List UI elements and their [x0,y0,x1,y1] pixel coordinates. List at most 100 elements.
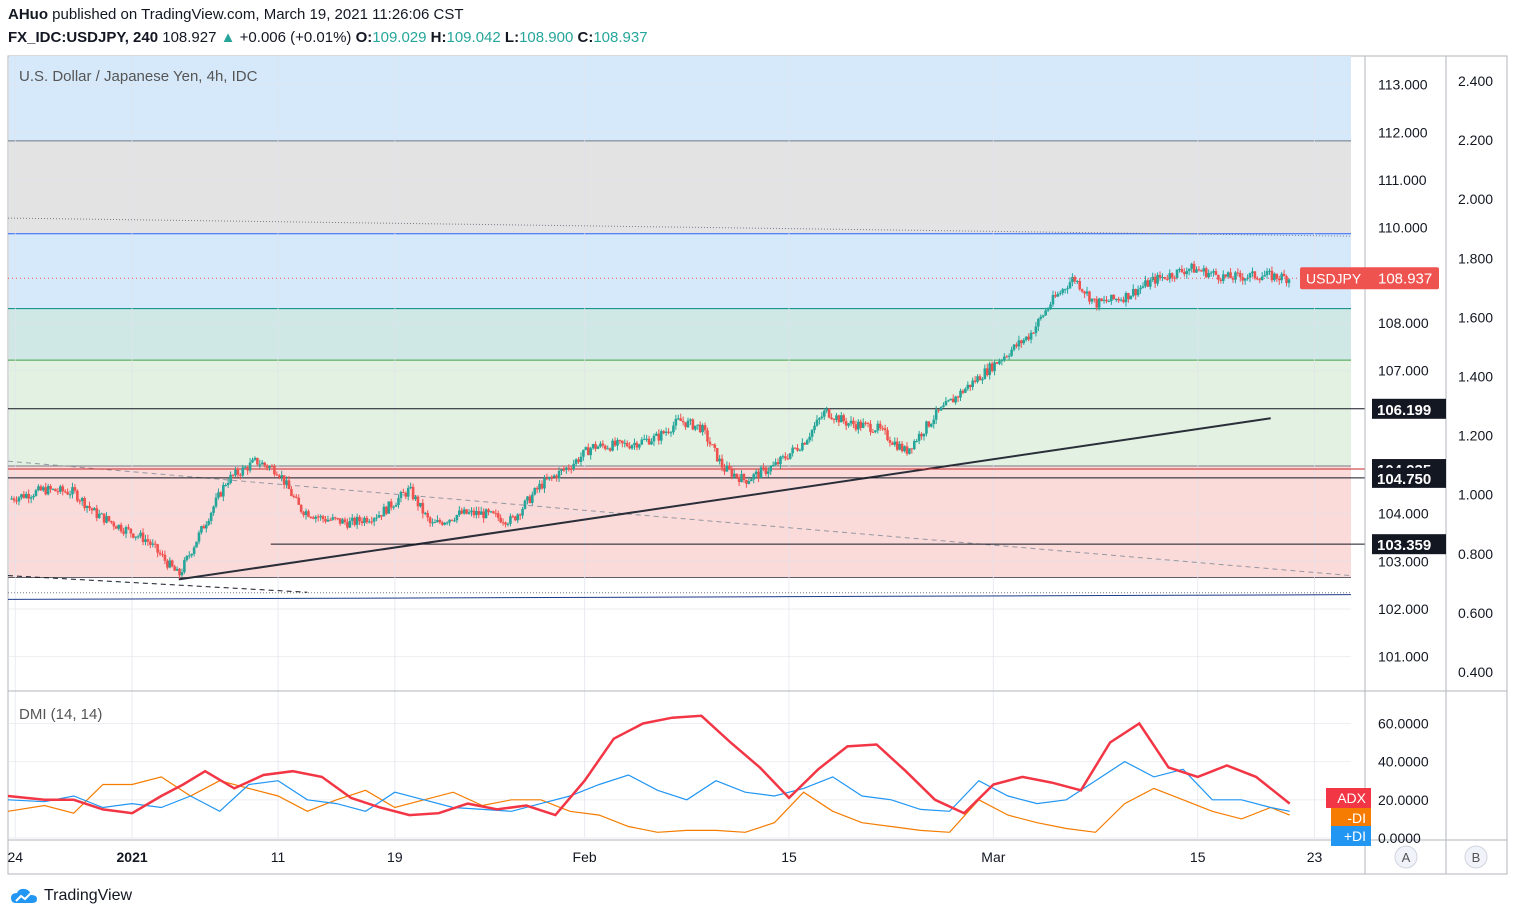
candle-body [90,508,94,511]
symbol-label[interactable]: FX_IDC:USDJPY, 240 [8,29,159,46]
candle-body [1148,280,1152,287]
symbol-info-bar: FX_IDC:USDJPY, 240 108.927 ▲ +0.006 (+0.… [8,29,648,46]
candle-body [513,516,517,521]
candle-body [735,473,738,478]
candle-body [835,415,838,420]
candle-body [813,425,816,430]
candle-body [1088,291,1091,302]
candle-body [409,486,412,489]
candle-body [601,443,605,446]
dmi-tick-label: 60.0000 [1378,715,1429,731]
candle-body [978,376,982,381]
scale-button-b[interactable] [1464,845,1488,869]
candle-body [153,543,157,545]
candle-body [39,486,43,491]
candle-body [363,517,366,524]
indicator-scale-tick-label: 2.400 [1458,73,1493,89]
candle-body [1041,315,1045,317]
candle-body [419,502,422,507]
candle-body [966,384,970,389]
candle-body [78,500,82,502]
candle-body [818,418,821,420]
candle-body [1020,340,1023,344]
price-level-label: 106.199 [1377,402,1431,419]
candle-body [594,444,597,449]
candle-body [304,511,308,516]
candle-body [331,517,335,520]
candle-body [1005,356,1009,358]
candle-body [565,467,568,470]
candle-body [273,466,276,475]
price-level-badge[interactable] [1372,398,1446,419]
candle-body [847,423,850,426]
dmi-tick-label: 20.0000 [1378,792,1429,808]
candle-body [1107,301,1111,303]
candle-body [168,560,172,568]
candle-body [93,508,96,511]
price-level-badge[interactable] [1372,467,1446,488]
candle-body [611,440,614,451]
candle-body [175,568,179,571]
last-price-symbol: USDJPY [1306,270,1362,286]
candle-body [1197,269,1201,271]
candle-body [555,475,558,479]
candle-body [881,428,884,430]
candle-body [815,419,819,426]
candle-body [377,515,381,518]
candle-body [71,487,74,495]
candle-body [290,489,293,497]
candle-body [394,504,398,507]
candle-body [531,494,534,503]
candle-body [124,527,128,534]
candle-body [523,500,527,509]
candle-body [1204,268,1208,278]
candle-body [411,486,415,500]
candle-body [888,440,892,443]
candle-body [1185,270,1189,275]
candle-body [195,541,198,548]
price-level-badge[interactable] [1372,534,1446,555]
candle-body [241,467,245,476]
candle-body [402,492,405,494]
candle-body [1075,280,1079,282]
candle-body [1105,299,1108,302]
candle-body [465,509,468,514]
candle-body [1110,294,1113,302]
candle-body [275,474,279,476]
candle-body [1260,276,1264,281]
dotted-trend-line [7,217,1352,237]
candle-body [591,444,595,449]
candle-body [97,513,101,518]
low-label: L: [504,29,520,46]
candle-body [482,511,485,519]
candle-body [538,483,541,490]
dmi-series-minusdi [7,776,1290,833]
high-label: H: [430,29,447,46]
candle-body [119,524,123,532]
time-tick-label: 11 [271,849,286,865]
candle-body [207,520,211,525]
scale-button-a[interactable] [1394,845,1418,869]
up-triangle-icon: ▲ [220,29,236,46]
candle-body [964,388,967,393]
last-price-badge[interactable] [1300,267,1439,290]
candle-body [204,524,208,529]
candle-body [1141,286,1145,288]
tradingview-logo[interactable]: TradingView [10,887,132,905]
candle-body [173,566,176,571]
candle-body [990,363,994,372]
candle-body [1161,276,1164,278]
candle-body [706,430,709,442]
candle-body [56,491,60,493]
candle-body [12,498,16,501]
candle-body [1003,356,1006,361]
candle-body [477,510,481,515]
candle-body [37,486,40,491]
candle-body [954,396,957,403]
candle-body [219,492,223,497]
scale-button-label: A [1402,850,1411,865]
candle-body [723,467,726,472]
candle-body [61,486,65,492]
candle-body [282,475,286,485]
